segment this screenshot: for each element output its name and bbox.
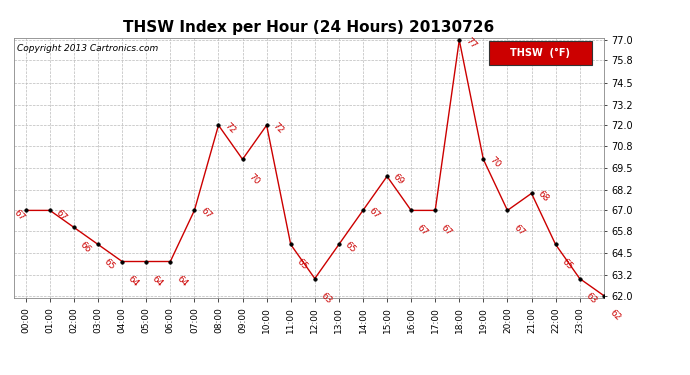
FancyBboxPatch shape xyxy=(489,41,592,65)
Text: 67: 67 xyxy=(511,223,526,237)
Text: 69: 69 xyxy=(391,172,406,187)
Text: 72: 72 xyxy=(223,121,237,135)
Text: 65: 65 xyxy=(102,257,117,272)
Text: 64: 64 xyxy=(150,274,165,288)
Text: 70: 70 xyxy=(247,172,262,186)
Text: 67: 67 xyxy=(440,223,454,237)
Text: 68: 68 xyxy=(535,189,550,204)
Text: THSW  (°F): THSW (°F) xyxy=(511,48,571,58)
Text: 67: 67 xyxy=(199,206,213,221)
Text: 63: 63 xyxy=(584,291,598,306)
Text: 67: 67 xyxy=(415,223,430,237)
Text: 62: 62 xyxy=(608,308,622,322)
Text: 63: 63 xyxy=(319,291,333,306)
Text: 64: 64 xyxy=(126,274,141,288)
Text: 65: 65 xyxy=(560,257,574,272)
Text: 70: 70 xyxy=(488,155,502,170)
Text: 65: 65 xyxy=(343,240,357,255)
Text: 64: 64 xyxy=(175,274,189,288)
Text: 77: 77 xyxy=(464,36,478,50)
Text: 66: 66 xyxy=(78,240,92,254)
Text: 67: 67 xyxy=(367,206,382,221)
Text: Copyright 2013 Cartronics.com: Copyright 2013 Cartronics.com xyxy=(17,44,158,53)
Text: 67: 67 xyxy=(12,208,26,222)
Text: 67: 67 xyxy=(54,208,68,222)
Text: 65: 65 xyxy=(295,257,309,272)
Title: THSW Index per Hour (24 Hours) 20130726: THSW Index per Hour (24 Hours) 20130726 xyxy=(123,20,495,35)
Text: 72: 72 xyxy=(270,121,285,135)
